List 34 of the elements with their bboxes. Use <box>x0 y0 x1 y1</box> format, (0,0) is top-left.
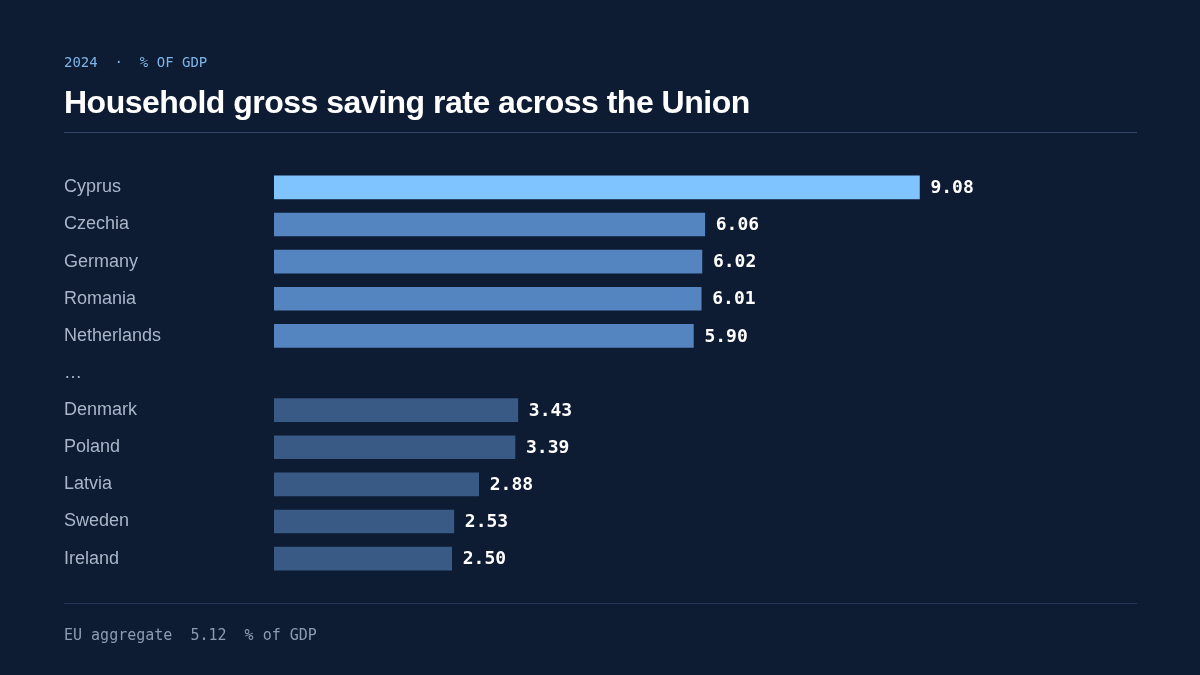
y-tick-label: Denmark <box>64 399 139 420</box>
chart-title: Household gross saving rate across the Union <box>64 84 750 121</box>
y-tick-label: Ireland <box>64 547 120 568</box>
bar <box>274 546 453 571</box>
y-tick-label: Cyprus <box>64 176 122 197</box>
y-tick-label: Sweden <box>64 510 130 531</box>
y-tick-label: Netherlands <box>64 324 162 345</box>
data-label: 3.43 <box>528 398 573 420</box>
data-label: 5.90 <box>704 324 748 346</box>
text: EU aggregate 5.12 % of GDP <box>64 626 317 644</box>
bar <box>274 286 702 311</box>
bar <box>274 398 519 422</box>
bar <box>274 324 694 348</box>
data-label: 9.08 <box>930 176 974 198</box>
bar <box>274 435 516 460</box>
bar <box>274 175 920 200</box>
bar <box>274 249 703 274</box>
text: 2024 · % OF GDP <box>64 54 208 70</box>
bar <box>274 509 455 534</box>
data-label: 3.39 <box>525 435 570 457</box>
y-tick-label: Czechia <box>64 213 131 234</box>
data-label: 2.53 <box>464 510 509 532</box>
bar <box>274 472 480 497</box>
data-label: 2.50 <box>462 547 507 569</box>
data-label: 2.88 <box>489 473 534 495</box>
data-label: 6.02 <box>712 250 757 272</box>
data-label: 6.01 <box>712 287 756 309</box>
bar <box>274 212 706 237</box>
data-label: 6.06 <box>715 213 760 235</box>
y-tick-label: Germany <box>64 250 139 271</box>
y-tick-label: Romania <box>64 287 138 308</box>
y-tick-label: Latvia <box>64 473 114 494</box>
y-tick-label: Poland <box>64 436 121 457</box>
y-tick-label: … <box>64 361 82 382</box>
